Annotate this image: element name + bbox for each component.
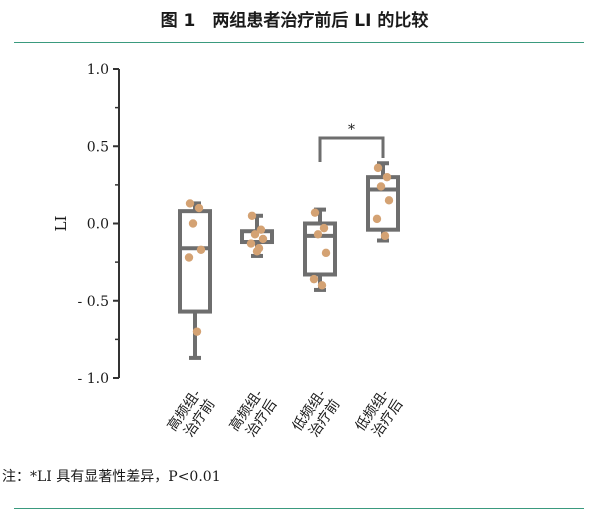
data-point — [252, 247, 262, 256]
x-tick-label: 低频组-治疗后 — [353, 387, 407, 441]
data-point — [188, 219, 198, 228]
data-point — [317, 281, 327, 290]
data-point — [250, 230, 260, 239]
y-tick-label: 0.5 — [87, 139, 109, 155]
data-point — [192, 327, 202, 336]
box — [303, 221, 337, 277]
data-point — [310, 208, 320, 217]
data-point — [309, 274, 319, 284]
x-tick-label: 高频组-治疗前 — [164, 386, 219, 440]
data-point — [194, 203, 204, 213]
data-point — [196, 245, 206, 254]
data-point — [247, 211, 257, 220]
data-point — [313, 230, 323, 239]
data-point — [246, 239, 256, 248]
x-tick-label: 高频组-治疗后 — [226, 386, 281, 440]
data-point — [380, 231, 390, 241]
data-point — [258, 234, 268, 244]
data-point — [384, 196, 394, 205]
figure-note: 注：*LI 具有显著性差异，P<0.01 — [2, 469, 221, 485]
data-point — [319, 223, 329, 233]
y-tick-label: - 1.0 — [78, 371, 109, 387]
figure-title: 图 1 两组患者治疗前后 LI 的比较 — [160, 11, 429, 31]
significance-label: * — [348, 122, 355, 138]
y-tick-label: - 0.5 — [78, 294, 109, 310]
y-tick-label: 0.0 — [87, 217, 109, 233]
data-point — [372, 214, 382, 224]
y-axis-label: LI — [52, 215, 70, 231]
data-point — [256, 225, 266, 234]
data-point — [373, 163, 383, 173]
x-tick-label: 低频组-治疗前 — [290, 387, 344, 441]
data-point — [382, 172, 392, 182]
data-point — [376, 182, 386, 191]
data-point — [184, 253, 194, 262]
significance-bracket — [318, 136, 385, 162]
bottom-divider — [14, 508, 584, 509]
data-point — [185, 199, 195, 208]
box — [178, 209, 212, 314]
data-point — [321, 248, 331, 258]
top-divider — [14, 42, 584, 43]
y-tick-label: 1.0 — [87, 62, 109, 78]
